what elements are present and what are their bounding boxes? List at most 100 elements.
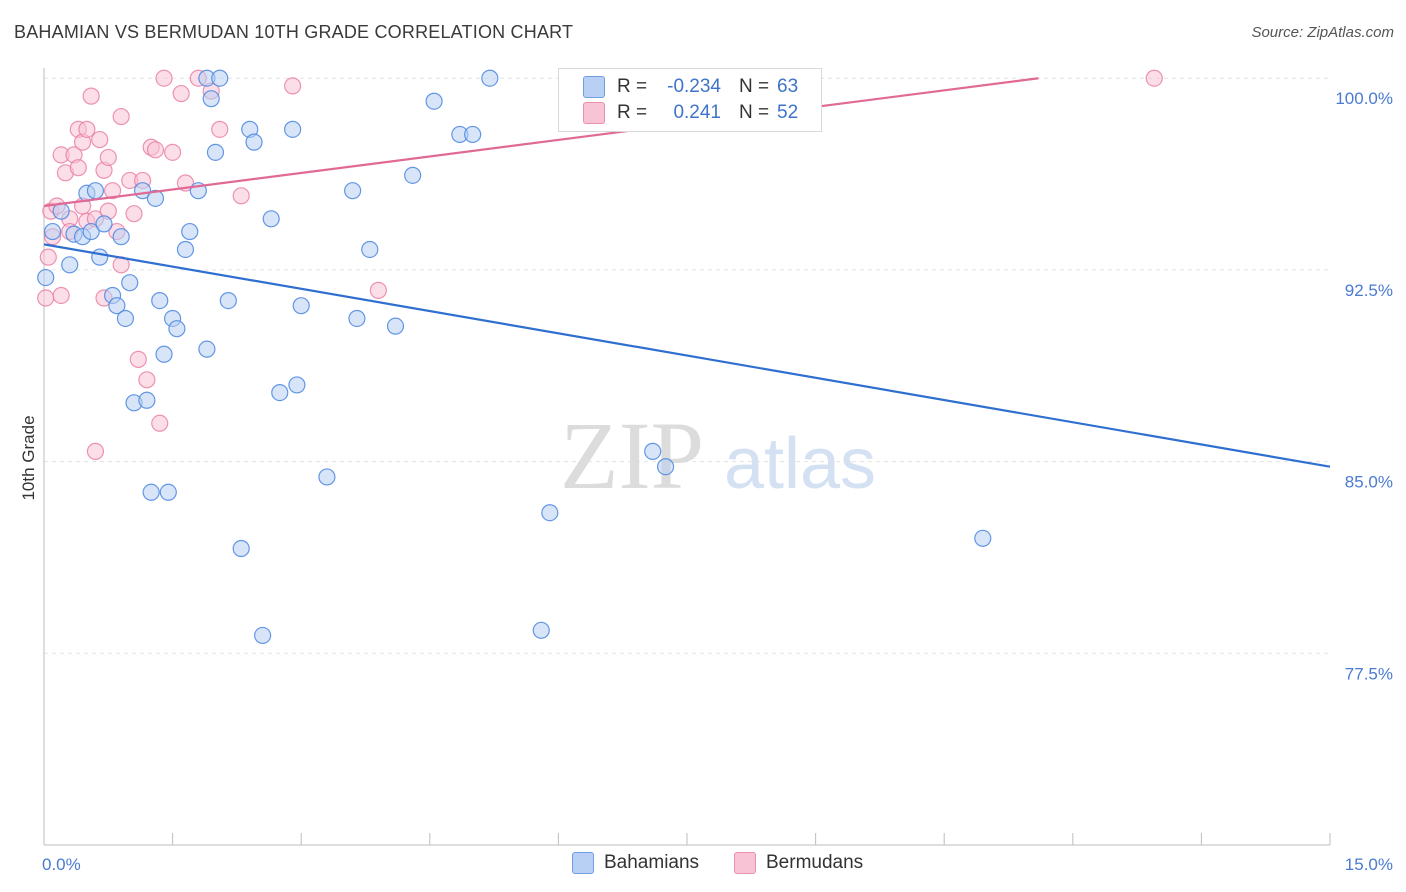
bahamian-point <box>348 309 366 328</box>
legend-swatch-pink <box>583 102 605 124</box>
bahamian-point <box>245 133 263 151</box>
bermudan-point <box>69 159 87 177</box>
bermudan-point <box>91 130 109 149</box>
bahamian-point <box>541 504 559 522</box>
legend-swatch-blue <box>583 76 605 98</box>
bahamian-point <box>202 90 220 108</box>
bahamian-point <box>159 483 177 501</box>
legend-n-label: N = <box>739 102 770 123</box>
legend-r-value: 0.241 <box>673 102 721 123</box>
x-tick-max: 15.0% <box>1345 855 1393 874</box>
legend-r-value: -0.234 <box>667 76 721 97</box>
bermudans-trend-line <box>43 77 1039 208</box>
y-tick-label: 85.0% <box>1345 473 1393 492</box>
bahamian-point <box>219 291 237 310</box>
bahamians-points <box>37 69 992 645</box>
y-tick-label: 77.5% <box>1345 664 1393 683</box>
bermudan-point <box>151 414 169 432</box>
bahamian-point <box>644 442 662 460</box>
bahamian-point <box>232 539 250 558</box>
bahamian-point <box>146 189 165 207</box>
watermark-zip: ZIP <box>560 402 704 509</box>
x-tick-min: 0.0% <box>42 855 81 874</box>
bermudan-point <box>99 148 117 167</box>
bahamian-point <box>86 182 105 200</box>
bahamian-point <box>121 274 139 292</box>
bahamian-point <box>198 340 216 358</box>
bahamian-point <box>271 384 289 402</box>
bahamian-point <box>361 240 379 259</box>
bahamian-point <box>288 376 306 394</box>
bermudan-point <box>172 84 190 103</box>
bahamian-point <box>211 69 229 87</box>
bahamian-point <box>481 69 499 87</box>
bahamian-point <box>181 222 199 241</box>
bahamian-point <box>386 317 405 335</box>
y-axis-title: 10th Grade <box>19 415 38 500</box>
bahamians-trend-line <box>43 243 1331 468</box>
legend-n-label: N = <box>739 76 770 97</box>
bahamian-point <box>37 268 55 287</box>
bahamian-point <box>262 210 280 228</box>
stats-legend: R = -0.234 N = 63 R = 0.241 N = 52 <box>558 68 822 132</box>
bahamian-point <box>142 483 160 501</box>
watermark: ZIP atlas <box>560 402 876 509</box>
bahamian-point <box>176 240 195 259</box>
bermudan-point <box>52 286 70 305</box>
bermudan-point <box>164 143 182 161</box>
bahamian-point <box>108 297 126 315</box>
watermark-atlas: atlas <box>724 424 876 504</box>
bottom-swatch-pink <box>734 852 756 874</box>
source-label: Source: ZipAtlas.com <box>1251 24 1394 41</box>
legend-r-label: R = <box>617 76 648 97</box>
y-tick-label: 92.5% <box>1345 281 1393 300</box>
bottom-legend-label: Bahamians <box>604 852 700 873</box>
grid-lines <box>44 77 1330 654</box>
bahamian-point <box>82 222 100 241</box>
bahamian-point <box>404 166 422 184</box>
bermudan-point <box>78 120 96 138</box>
bahamian-point <box>318 468 336 486</box>
bermudan-point <box>112 107 130 126</box>
bermudan-point <box>37 289 55 307</box>
bottom-legend-bahamians: Bahamians <box>572 852 699 874</box>
bahamian-point <box>95 215 113 233</box>
bahamian-point <box>656 458 675 476</box>
bermudan-point <box>284 77 302 95</box>
bahamian-point <box>206 143 225 161</box>
bottom-legend-bermudans: Bermudans <box>734 852 863 874</box>
bermudan-point <box>82 87 100 105</box>
bermudan-point <box>146 141 165 159</box>
legend-row-bahamians: R = -0.234 N = 63 <box>583 75 798 99</box>
bermudan-point <box>129 350 147 368</box>
bahamian-point <box>116 309 135 328</box>
legend-r-label: R = <box>617 102 648 123</box>
bahamian-point <box>464 125 482 144</box>
bottom-swatch-blue <box>572 852 594 874</box>
bermudan-point <box>211 120 229 138</box>
y-tick-labels: 77.5% 85.0% 92.5% 100.0% <box>1335 89 1393 683</box>
bahamian-point <box>168 320 186 338</box>
bahamian-point <box>112 228 130 246</box>
bermudan-point <box>369 281 387 299</box>
axes <box>43 68 1331 846</box>
bermudan-point <box>232 187 250 205</box>
bermudan-point <box>155 69 173 87</box>
chart-title: BAHAMIAN VS BERMUDAN 10TH GRADE CORRELAT… <box>14 22 574 42</box>
bahamian-point <box>138 391 156 409</box>
legend-row-bermudans: R = 0.241 N = 52 <box>583 101 798 125</box>
bahamian-point <box>155 345 173 363</box>
y-tick-label: 100.0% <box>1335 89 1393 108</box>
bahamian-point <box>61 256 79 274</box>
trend-lines <box>43 77 1331 468</box>
bahamian-point <box>425 92 443 110</box>
legend-n-value: 52 <box>777 102 799 123</box>
bahamian-point <box>151 291 169 310</box>
bahamian-point <box>91 248 109 266</box>
bahamian-point <box>532 621 550 639</box>
bahamian-point <box>974 529 992 547</box>
bermudan-point <box>103 182 122 200</box>
bermudan-point <box>86 442 105 460</box>
bahamian-point <box>344 182 362 200</box>
